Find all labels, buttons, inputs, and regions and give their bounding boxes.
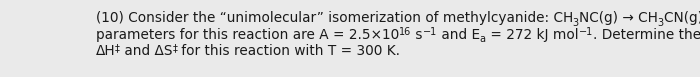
Text: for this reaction with T = 300 K.: for this reaction with T = 300 K. xyxy=(177,45,400,59)
Text: and E: and E xyxy=(437,28,480,42)
Text: 3: 3 xyxy=(658,18,664,28)
Text: ΔH: ΔH xyxy=(95,45,115,59)
Text: NC(g) → CH: NC(g) → CH xyxy=(579,11,658,25)
Text: parameters for this reaction are A = 2.5×10: parameters for this reaction are A = 2.5… xyxy=(95,28,399,42)
Text: and ΔS: and ΔS xyxy=(120,45,172,59)
Text: a: a xyxy=(480,34,486,44)
Text: 16: 16 xyxy=(399,27,411,37)
Text: CN(g). The Arrhenius: CN(g). The Arrhenius xyxy=(664,11,700,25)
Text: −1: −1 xyxy=(578,27,593,37)
Text: −1: −1 xyxy=(423,27,437,37)
Text: (10) Consider the “unimolecular” isomerization of methylcyanide: CH: (10) Consider the “unimolecular” isomeri… xyxy=(95,11,573,25)
Text: ‡: ‡ xyxy=(172,44,177,54)
Text: s: s xyxy=(411,28,423,42)
Text: . Determine the Eyring parameters: . Determine the Eyring parameters xyxy=(593,28,700,42)
Text: 3: 3 xyxy=(573,18,579,28)
Text: ‡: ‡ xyxy=(115,44,120,54)
Text: = 272 kJ mol: = 272 kJ mol xyxy=(486,28,578,42)
